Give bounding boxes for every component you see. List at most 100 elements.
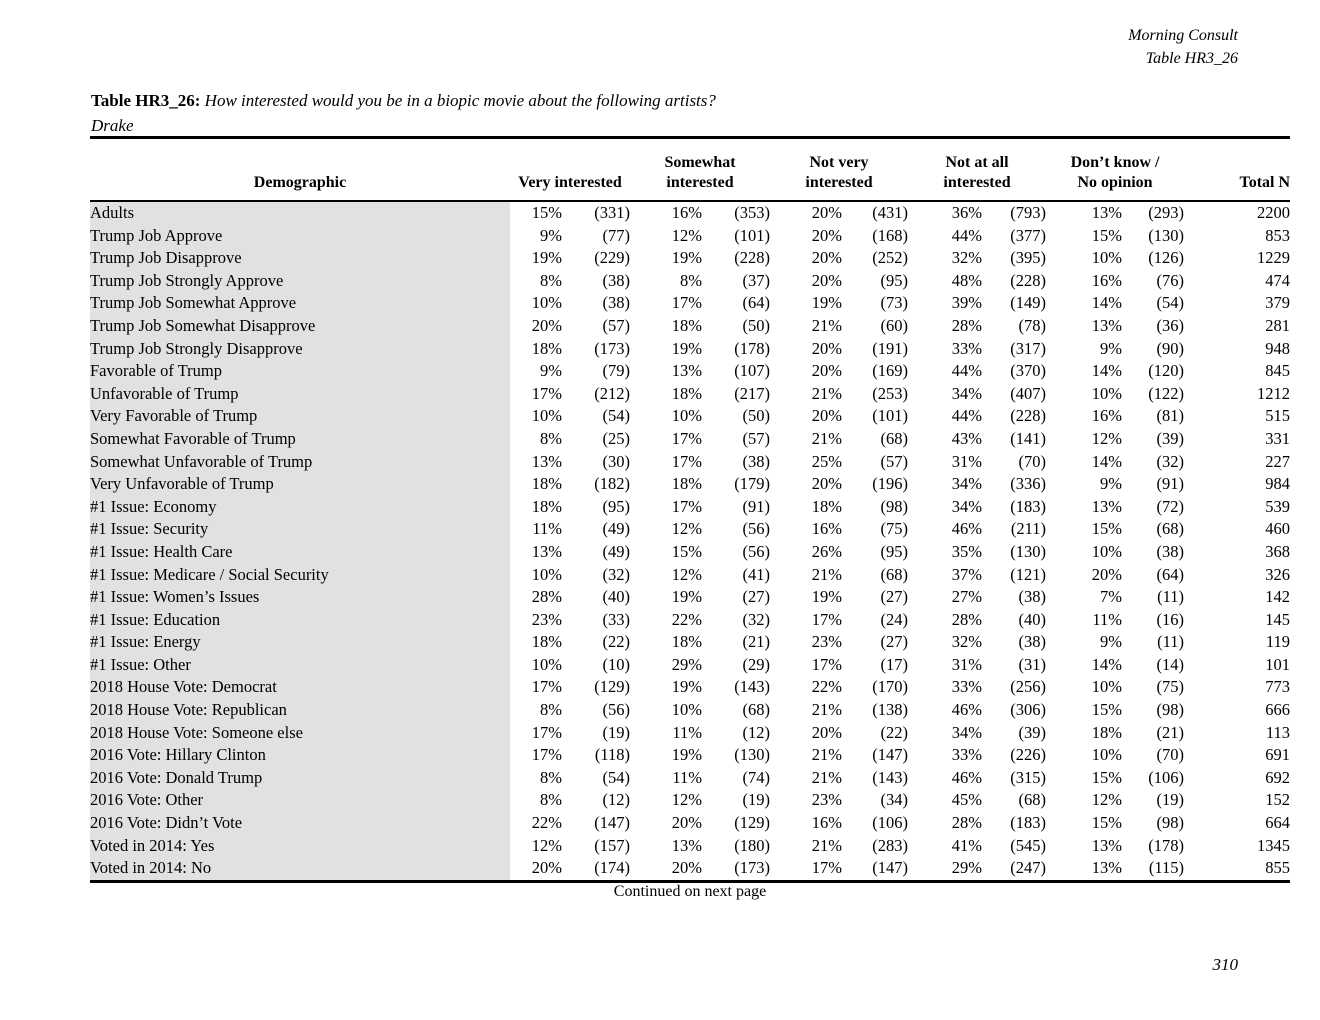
percent-cell: 31%	[951, 451, 983, 471]
percent-cell: 20%	[811, 722, 843, 742]
count-cell: (49)	[602, 541, 631, 561]
percent-cell: 13%	[1091, 858, 1123, 878]
count-cell: (170)	[872, 677, 909, 697]
percent-cell: 10%	[1091, 383, 1123, 403]
percent-cell: 20%	[811, 361, 843, 381]
percent-cell: 21%	[811, 315, 843, 335]
count-cell: (793)	[1010, 203, 1047, 222]
table-row: Trump Job Somewhat Disapprove 20% (57) 18% (…	[90, 314, 1291, 338]
count-cell: (120)	[1148, 361, 1185, 381]
count-cell: (38)	[1156, 541, 1185, 561]
percent-cell: 34%	[951, 474, 983, 494]
count-cell: (178)	[1148, 835, 1185, 855]
count-cell: (19)	[742, 790, 771, 810]
percent-cell: 10%	[671, 406, 702, 426]
count-cell: (141)	[1010, 428, 1047, 448]
header-somewhat-interested: Somewhat interested	[630, 137, 771, 202]
count-cell: (40)	[602, 587, 631, 607]
percent-cell: 18%	[811, 496, 843, 516]
table-row: 2018 House Vote: Someone else 17% (19) 11% (…	[90, 721, 1290, 745]
percent-cell: 17%	[531, 722, 562, 742]
percent-cell: 19%	[671, 587, 702, 607]
count-cell: (34)	[880, 790, 909, 810]
percent-cell: 17%	[811, 858, 843, 878]
header-row: Demographic Very interested Somewhat int…	[90, 137, 1291, 202]
table-reference: Table HR3_26	[1145, 50, 1238, 67]
percent-cell: 17%	[671, 293, 702, 313]
percent-cell: 12%	[1091, 428, 1123, 448]
total-n-cell: 281	[1265, 315, 1291, 335]
count-cell: (57)	[602, 315, 631, 335]
count-cell: (32)	[742, 609, 771, 629]
percent-cell: 28%	[531, 587, 562, 607]
count-cell: (98)	[1156, 700, 1185, 720]
count-cell: (57)	[880, 451, 909, 471]
crosstab-table: Demographic Very interested Somewhat int…	[90, 136, 1291, 883]
count-cell: (121)	[1010, 564, 1047, 584]
total-n-cell: 474	[1265, 270, 1291, 290]
count-cell: (130)	[1148, 225, 1185, 245]
percent-cell: 16%	[671, 203, 702, 222]
percent-cell: 17%	[811, 654, 843, 674]
demographic-cell: Voted in 2014: Yes	[90, 834, 510, 858]
demographic-cell: Trump Job Somewhat Approve	[90, 292, 510, 315]
count-cell: (217)	[734, 383, 771, 403]
table-row: 2016 Vote: Donald Trump 8% (54) 11% (74) 21% (…	[90, 766, 1290, 790]
percent-cell: 20%	[811, 338, 843, 358]
table-row: #1 Issue: Energy 18% (22) 18% (21) 23% (27) 32%…	[90, 631, 1290, 654]
percent-cell: 10%	[531, 406, 562, 426]
percent-cell: 18%	[671, 315, 702, 335]
count-cell: (228)	[1010, 406, 1047, 426]
percent-cell: 37%	[951, 564, 983, 584]
percent-cell: 21%	[811, 745, 843, 765]
percent-cell: 9%	[1100, 474, 1123, 494]
percent-cell: 15%	[1091, 519, 1123, 539]
count-cell: (17)	[880, 654, 909, 674]
percent-cell: 46%	[951, 767, 983, 787]
count-cell: (22)	[602, 632, 631, 652]
total-n-cell: 984	[1265, 474, 1291, 494]
percent-cell: 43%	[951, 428, 983, 448]
count-cell: (196)	[872, 474, 909, 494]
header-dont-know: Don’t know / No opinion	[1046, 137, 1185, 202]
demographic-cell: #1 Issue: Health Care	[90, 540, 510, 564]
count-cell: (147)	[594, 813, 630, 833]
percent-cell: 29%	[671, 654, 702, 674]
table-row: #1 Issue: Health Care 13% (49) 15% (56) 26% (9…	[90, 540, 1290, 564]
count-cell: (370)	[1010, 361, 1047, 381]
table-row: Trump Job Strongly Approve 8% (38) 8% (37) 20…	[90, 269, 1291, 293]
table-row: Very Unfavorable of Trump 18% (182) 18% (179…	[90, 473, 1290, 496]
count-cell: (14)	[1156, 654, 1185, 674]
count-cell: (147)	[872, 745, 909, 765]
count-cell: (16)	[1156, 609, 1185, 629]
table-row: #1 Issue: Education 23% (33) 22% (32) 17% (24)…	[90, 608, 1290, 632]
count-cell: (38)	[1018, 587, 1047, 607]
table-row: Voted in 2014: No 20% (174) 20% (173) 17% (147…	[90, 857, 1290, 882]
percent-cell: 19%	[531, 248, 562, 268]
demographic-cell: 2018 House Vote: Democrat	[90, 676, 510, 700]
percent-cell: 45%	[951, 790, 983, 810]
percent-cell: 13%	[671, 361, 702, 381]
table-row: #1 Issue: Economy 18% (95) 17% (91) 18% (98) 34…	[90, 495, 1290, 519]
count-cell: (38)	[742, 451, 771, 471]
percent-cell: 17%	[531, 677, 562, 697]
page-number: 310	[1212, 955, 1239, 974]
percent-cell: 10%	[1091, 541, 1123, 561]
percent-cell: 19%	[811, 587, 843, 607]
demographic-cell: Somewhat Unfavorable of Trump	[90, 450, 510, 474]
count-cell: (168)	[872, 225, 909, 245]
percent-cell: 21%	[811, 428, 843, 448]
total-n-cell: 152	[1265, 790, 1291, 810]
demographic-cell: Somewhat Favorable of Trump	[90, 427, 510, 451]
percent-cell: 11%	[672, 722, 702, 742]
count-cell: (54)	[602, 406, 631, 426]
count-cell: (76)	[1156, 270, 1185, 290]
percent-cell: 9%	[1100, 338, 1123, 358]
count-cell: (12)	[742, 722, 771, 742]
count-cell: (90)	[1156, 338, 1185, 358]
percent-cell: 10%	[1091, 677, 1123, 697]
demographic-cell: Trump Job Somewhat Disapprove	[90, 314, 510, 338]
table-row: Voted in 2014: Yes 12% (157) 13% (180) 21% (28…	[90, 834, 1290, 858]
table-header: Demographic Very interested Somewhat int…	[90, 137, 1291, 202]
